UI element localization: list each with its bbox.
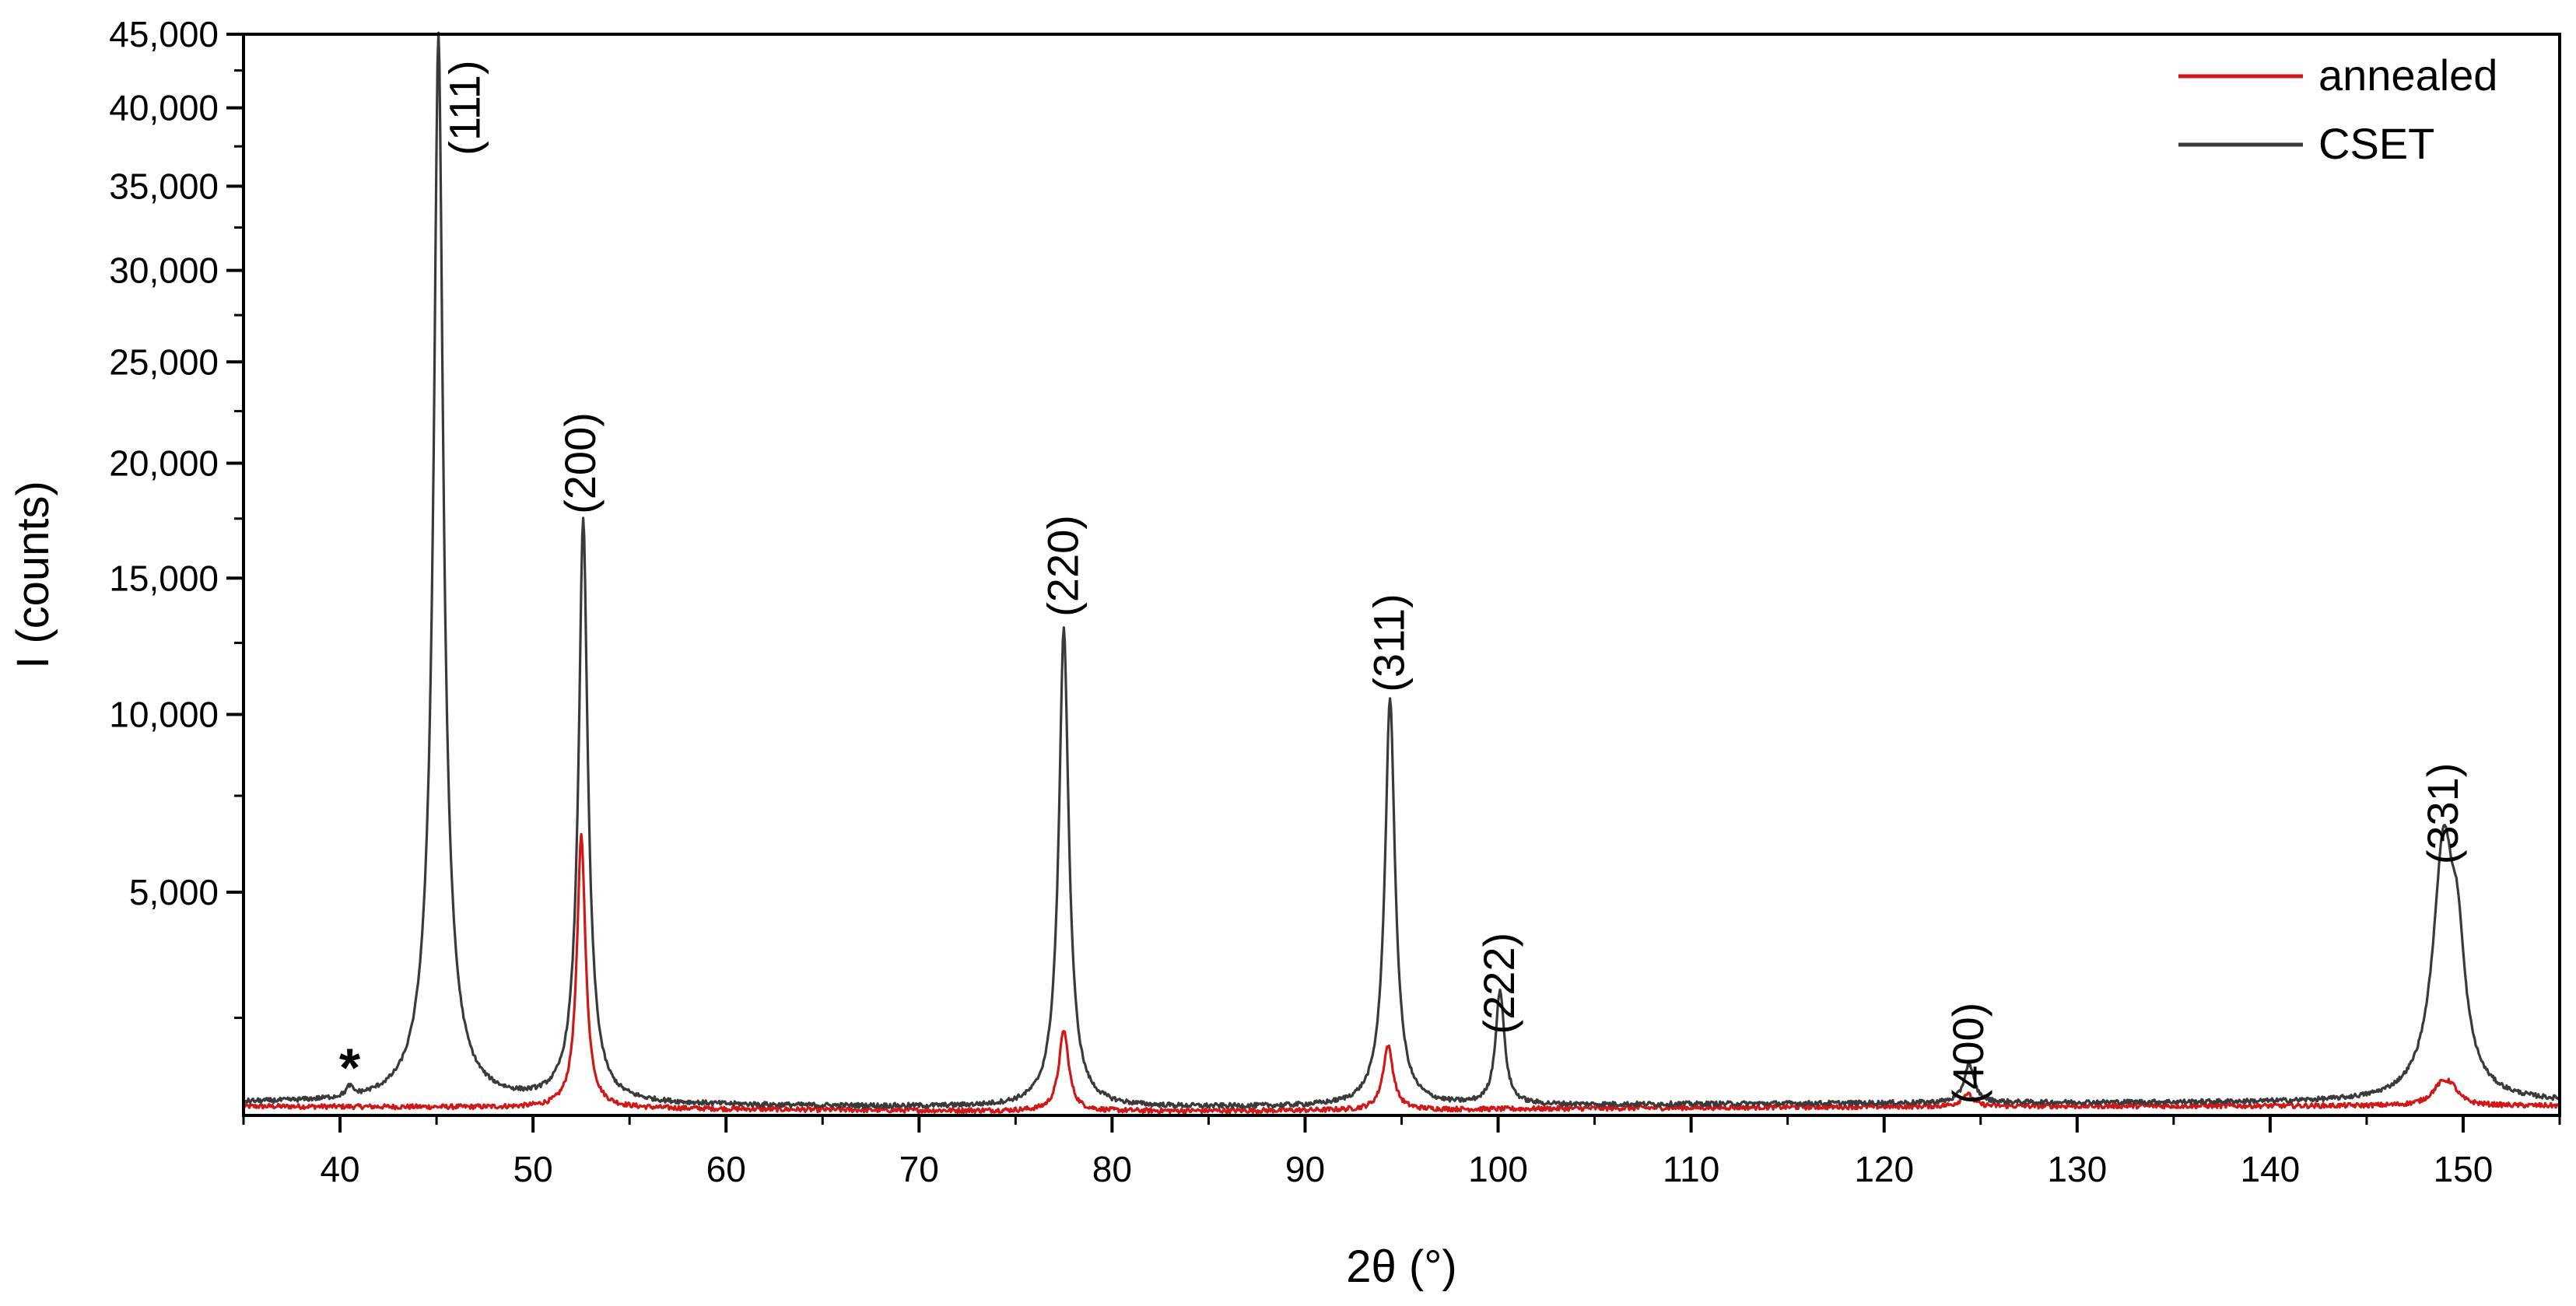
x-axis: 40 50 60 70 80 90 100 110 120 130 140 150 [242,1115,2561,1189]
x-tick-label: 80 [1092,1149,1132,1189]
plot-lines [242,31,2560,1115]
x-tick-label: 100 [1468,1149,1528,1189]
x-tick-label: 50 [513,1149,553,1189]
peak-annotations: (111) (200) (220) (311) (222) (400) (331) * [339,60,2467,1104]
peak-annotation: (311) [1365,593,1414,692]
legend-label-cset: CSET [2318,119,2434,168]
x-tick-label: 150 [2434,1149,2494,1189]
x-tick-label: 60 [706,1149,746,1189]
y-tick-label: 45,000 [109,14,219,54]
x-axis-title: 2θ (°) [1346,1241,1456,1292]
plot-frame [242,33,2561,1117]
peak-annotation: (222) [1474,933,1523,1035]
x-tick-label: 130 [2047,1149,2107,1189]
y-axis-title: I (counts) [8,481,58,669]
y-tick-label: 25,000 [109,341,219,382]
peak-annotation: (200) [556,412,605,514]
x-tick-label: 70 [899,1149,939,1189]
x-tick-label: 110 [1663,1149,1719,1189]
y-tick-label: 20,000 [109,443,219,483]
series-line-annealed [242,832,2560,1115]
peak-annotation: * [339,1037,361,1098]
y-tick-label: 15,000 [109,558,219,598]
series-line-cset [242,31,2560,1109]
y-tick-label: 40,000 [109,88,219,128]
x-tick-label: 140 [2241,1149,2301,1189]
x-tick-label: 40 [320,1149,359,1189]
y-tick-label: 10,000 [109,695,219,735]
y-tick-label: 35,000 [109,166,219,206]
peak-annotation: (331) [2418,763,2467,865]
peak-annotation: (400) [1943,1003,1992,1105]
peak-annotation: (111) [440,60,489,155]
legend-label-annealed: annealed [2318,51,2497,100]
x-tick-label: 90 [1285,1149,1325,1189]
peak-annotation: (220) [1038,515,1087,617]
x-tick-label: 120 [1854,1149,1914,1189]
y-axis: 5,000 10,000 15,000 20,000 25,000 30,000 35,00… [109,14,244,1020]
legend: annealed CSET [2178,51,2497,168]
y-tick-label: 30,000 [109,250,219,291]
y-tick-label: 5,000 [129,872,219,912]
